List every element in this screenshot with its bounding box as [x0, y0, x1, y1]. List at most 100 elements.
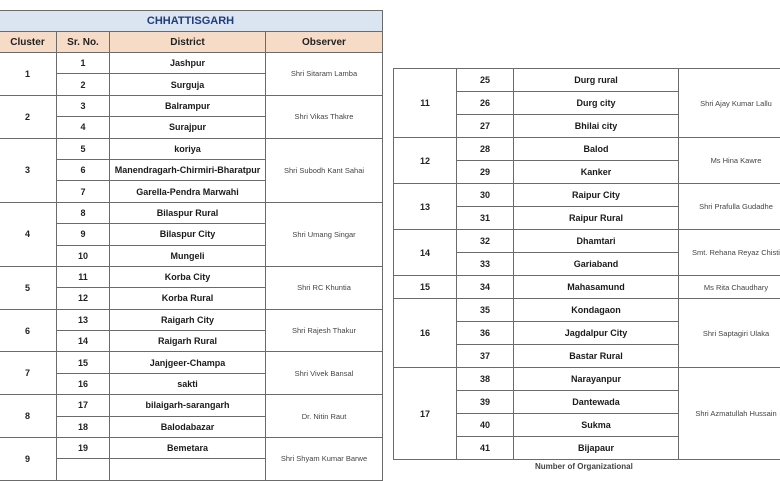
district-cell: Mahasamund: [514, 276, 679, 299]
district-cell: Jashpur: [110, 53, 266, 74]
district-cell: bilaigarh-sarangarh: [110, 395, 266, 416]
district-cell: Sukma: [514, 414, 679, 437]
district-cell: Jagdalpur City: [514, 322, 679, 345]
cluster-cell: 17: [394, 368, 457, 460]
district-cell: Korba Rural: [110, 288, 266, 309]
observer-cell: Ms Rita Chaudhary: [679, 276, 780, 299]
sr-no-cell: 40: [457, 414, 514, 437]
sr-no-cell: 13: [57, 309, 110, 330]
district-cell: Kondagaon: [514, 299, 679, 322]
district-cell: Bhilai city: [514, 115, 679, 138]
sr-no-cell: 31: [457, 207, 514, 230]
observer-cell: Shri Sitaram Lamba: [266, 53, 383, 96]
district-cell: Dantewada: [514, 391, 679, 414]
observer-cell: Shri Prafulla Gudadhe: [679, 184, 780, 230]
sr-no-cell: 3: [57, 95, 110, 116]
sr-no-cell: 12: [57, 288, 110, 309]
observer-cell: Shri Shyam Kumar Barwe: [266, 438, 383, 481]
sr-no-cell: 14: [57, 331, 110, 352]
sr-no-cell: 8: [57, 202, 110, 223]
district-cell: Gariaband: [514, 253, 679, 276]
cluster-cell: 8: [0, 395, 57, 438]
cluster-cell: 16: [394, 299, 457, 368]
district-cell: Balodabazar: [110, 416, 266, 437]
district-cell: Raigarh City: [110, 309, 266, 330]
district-cell: Balrampur: [110, 95, 266, 116]
sr-no-cell: 7: [57, 181, 110, 202]
cluster-cell: 11: [394, 69, 457, 138]
sr-no-cell: 37: [457, 345, 514, 368]
district-cell: sakti: [110, 373, 266, 394]
cluster-cell: 6: [0, 309, 57, 352]
cluster-cell: 5: [0, 266, 57, 309]
observer-cell: Shri Saptagiri Ulaka: [679, 299, 780, 368]
district-cell: Kanker: [514, 161, 679, 184]
district-cell: Janjgeer-Champa: [110, 352, 266, 373]
sr-no-cell: 32: [457, 230, 514, 253]
district-cell: Raigarh Rural: [110, 331, 266, 352]
observer-cell: Shri Rajesh Thakur: [266, 309, 383, 352]
sr-no-cell: 5: [57, 138, 110, 159]
header-observer: Observer: [266, 32, 383, 53]
sr-no-cell: 16: [57, 373, 110, 394]
district-cell: Dhamtari: [514, 230, 679, 253]
header-district: District: [110, 32, 266, 53]
district-cell: Mungeli: [110, 245, 266, 266]
observer-cell: Shri RC Khuntia: [266, 266, 383, 309]
sr-no-cell: 41: [457, 437, 514, 460]
sr-no-cell: 11: [57, 266, 110, 287]
sr-no-cell: 33: [457, 253, 514, 276]
cluster-cell: 2: [0, 95, 57, 138]
district-cell: Surguja: [110, 74, 266, 95]
sr-no-cell: 30: [457, 184, 514, 207]
sr-no-cell: 4: [57, 117, 110, 138]
cluster-cell: 4: [0, 202, 57, 266]
sr-no-cell: 18: [57, 416, 110, 437]
district-cell: Bijapaur: [514, 437, 679, 460]
table-title: CHHATTISGARH: [0, 11, 383, 32]
sr-no-cell: 36: [457, 322, 514, 345]
observer-cell: Smt. Rehana Reyaz Chisti: [679, 230, 780, 276]
cluster-cell: 1: [0, 53, 57, 96]
cluster-cell: 13: [394, 184, 457, 230]
header-sr-no: Sr. No.: [57, 32, 110, 53]
header-cluster: Cluster: [0, 32, 57, 53]
district-cell: Bastar Rural: [514, 345, 679, 368]
district-cell: Balod: [514, 138, 679, 161]
observer-cell: Shri Subodh Kant Sahai: [266, 138, 383, 202]
district-cell: Bilaspur City: [110, 224, 266, 245]
district-cell: Durg city: [514, 92, 679, 115]
cluster-cell: 7: [0, 352, 57, 395]
sr-no-cell: 9: [57, 224, 110, 245]
district-cell: Bilaspur Rural: [110, 202, 266, 223]
sr-no-cell: 29: [457, 161, 514, 184]
sr-no-cell: 17: [57, 395, 110, 416]
cluster-cell: 3: [0, 138, 57, 202]
observer-cell: Shri Vikas Thakre: [266, 95, 383, 138]
chhattisgarh-observer-table-left: CHHATTISGARH Cluster Sr. No. District Ob…: [0, 10, 383, 481]
sr-no-cell: 1: [57, 53, 110, 74]
observer-cell: Shri Azmatullah Hussain: [679, 368, 780, 460]
sr-no-cell: 35: [457, 299, 514, 322]
district-cell: Manendragarh-Chirmiri-Bharatpur: [110, 159, 266, 180]
sr-no-cell: 28: [457, 138, 514, 161]
sr-no-cell: 2: [57, 74, 110, 95]
sr-no-cell: 26: [457, 92, 514, 115]
cluster-cell: 14: [394, 230, 457, 276]
district-cell: koriya: [110, 138, 266, 159]
district-cell: Garella-Pendra Marwahi: [110, 181, 266, 202]
